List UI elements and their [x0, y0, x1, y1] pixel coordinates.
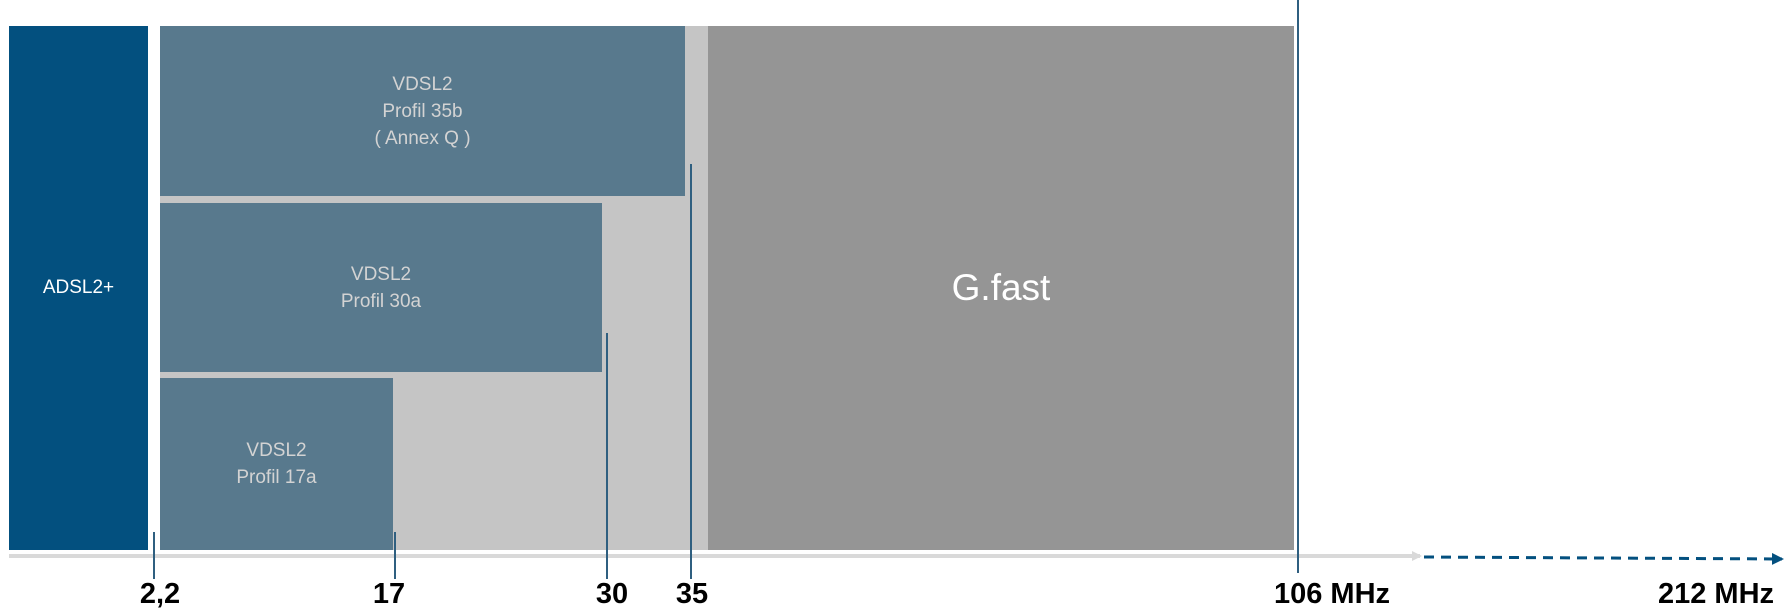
tick-label-35: 35 — [675, 578, 709, 610]
tick-label-30: 30 — [595, 578, 629, 610]
tick-label-106-mhz: 106 MHz — [1273, 578, 1391, 610]
vdsl2-profile-30a-block: VDSL2 Profil 30a — [160, 203, 602, 372]
vdsl2-profile-35b-block: VDSL2 Profil 35b ( Annex Q ) — [160, 26, 685, 196]
tick-label-17: 17 — [372, 578, 406, 610]
vdsl2-35b-line-2: Profil 35b — [382, 100, 463, 122]
vdsl2-35b-line-1: VDSL2 — [392, 73, 453, 95]
vdsl2-30a-line-1: VDSL2 — [350, 263, 412, 285]
adsl2plus-label: ADSL2+ — [42, 277, 115, 298]
vdsl2-35b-line-3: ( Annex Q ) — [374, 127, 471, 149]
frequency-axis-extension-dashed — [1423, 552, 1784, 565]
tick-label-2-2: 2,2 — [139, 578, 181, 610]
vdsl2-profile-17a-block: VDSL2 Profil 17a — [160, 378, 393, 550]
vdsl2-30a-line-2: Profil 30a — [340, 290, 422, 312]
vdsl2-17a-line-1: VDSL2 — [246, 440, 307, 461]
adsl2plus-block: ADSL2+ — [9, 26, 148, 550]
vdsl2-17a-line-2: Profil 17a — [236, 467, 317, 488]
gfast-block: G.fast — [708, 26, 1294, 550]
tick-label-212-mhz: 212 MHz — [1657, 578, 1775, 610]
gfast-label: G.fast — [951, 267, 1051, 308]
